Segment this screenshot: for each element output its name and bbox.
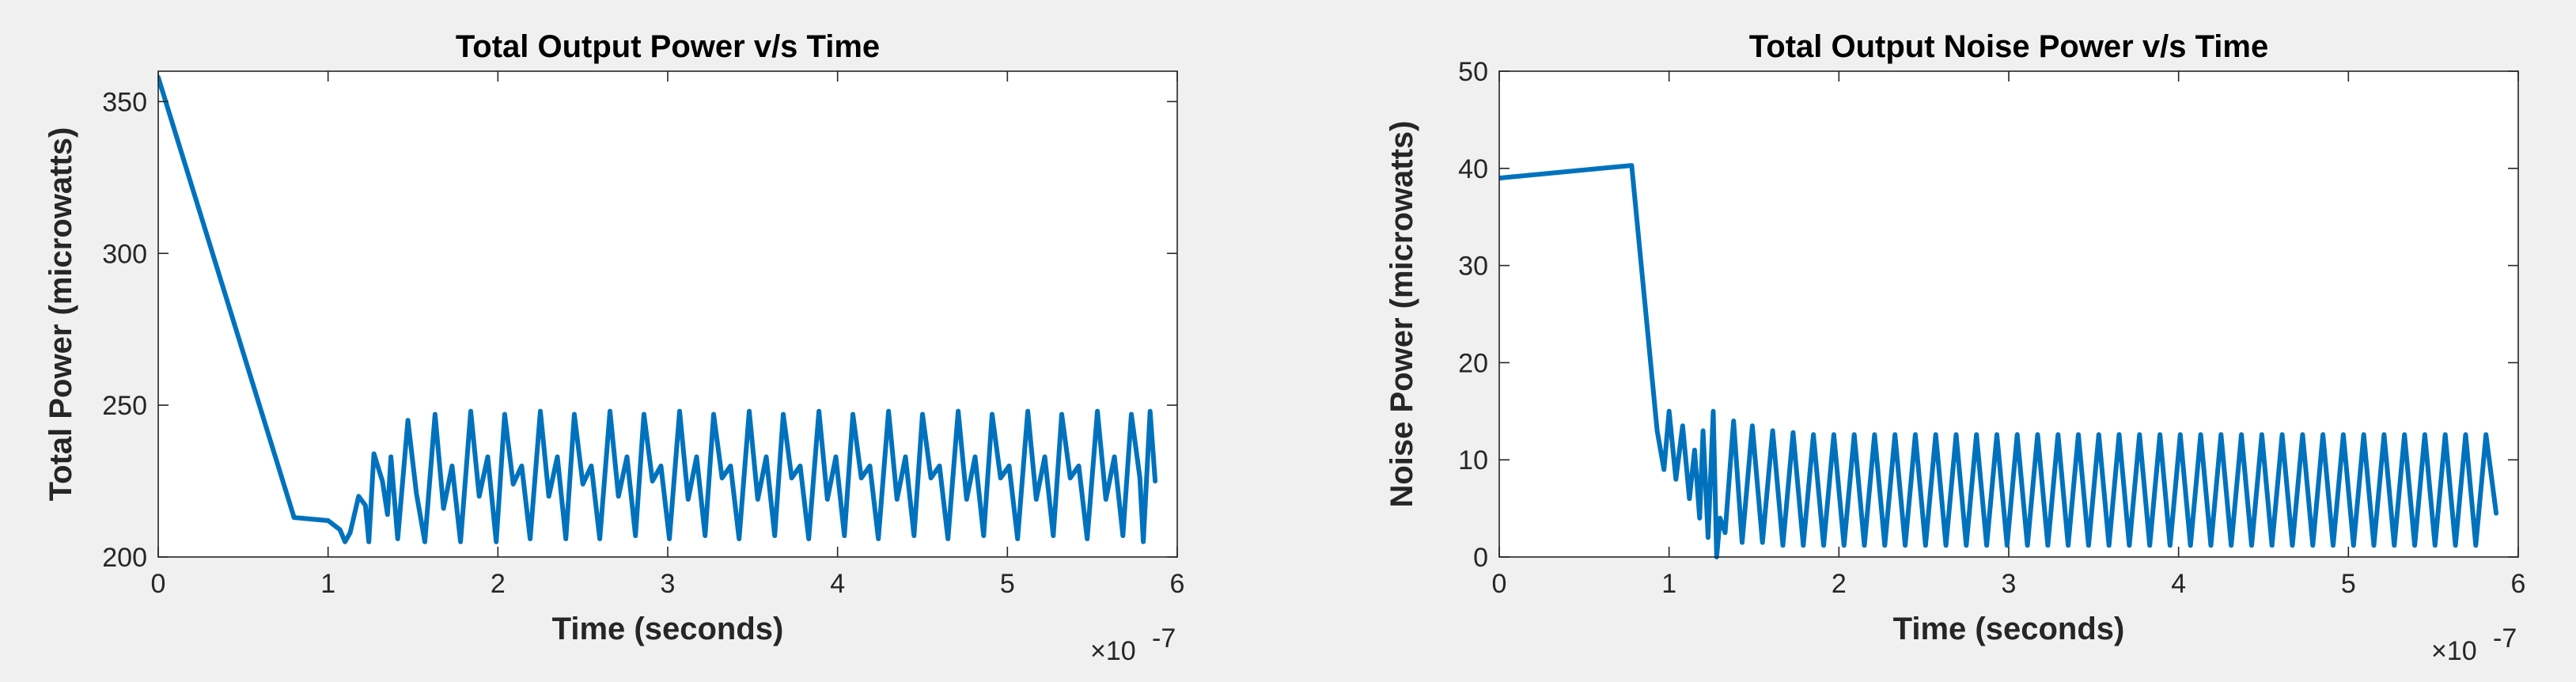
y-tick-label: 0 (1473, 543, 1488, 573)
chart-total-output-noise-power: 0 1 2 3 4 5 6 0 10 20 30 40 50 Total Output Noise Pow… (1385, 29, 2525, 666)
y-tick-label: 20 (1458, 348, 1488, 378)
x-exponent-base: ×10 (1090, 636, 1136, 666)
y-tick-label: 200 (102, 543, 147, 573)
x-tick-label: 1 (1661, 569, 1676, 599)
x-tick-label: 3 (2002, 569, 2017, 599)
y-axis-label: Noise Power (microwatts) (1385, 120, 1419, 507)
x-tick-label: 1 (320, 569, 335, 599)
x-axis-label: Time (seconds) (1893, 612, 2125, 646)
x-exponent-power: -7 (2493, 623, 2517, 654)
y-axis-label: Total Power (microwatts) (44, 127, 78, 502)
plot-area (158, 71, 1177, 557)
x-tick-label: 4 (830, 569, 845, 599)
y-tick-label: 250 (102, 391, 147, 421)
x-tick-label: 0 (151, 569, 166, 599)
x-axis-label: Time (seconds) (552, 612, 784, 646)
x-tick-label: 6 (1170, 569, 1185, 599)
axes-box (157, 70, 1178, 558)
y-tick-label: 300 (102, 239, 147, 269)
x-exponent-power: -7 (1152, 623, 1176, 654)
y-tick-label: 50 (1458, 57, 1488, 87)
y-tick-label: 30 (1458, 252, 1488, 282)
chart-title: Total Output Noise Power v/s Time (1749, 29, 2268, 64)
y-tick-label: 10 (1458, 445, 1488, 476)
y-tick-label: 40 (1458, 154, 1488, 184)
x-tick-label: 5 (2341, 569, 2356, 599)
x-tick-label: 5 (1000, 569, 1015, 599)
x-tick-label: 2 (491, 569, 506, 599)
x-tick-label: 2 (1832, 569, 1847, 599)
series-line-0 (158, 74, 1158, 544)
x-tick-label: 0 (1492, 569, 1507, 599)
chart-total-output-power: 0 1 2 3 4 5 6 200 250 300 350 Total Output Power v/… (44, 29, 1184, 666)
x-tick-label: 4 (2171, 569, 2186, 599)
chart-title: Total Output Power v/s Time (456, 29, 880, 64)
x-tick-label: 3 (661, 569, 676, 599)
series-line-0 (1499, 163, 2499, 559)
x-exponent-base: ×10 (2431, 636, 2477, 666)
y-tick-label: 350 (102, 87, 147, 117)
plot-area (1499, 71, 2518, 557)
x-tick-label: 6 (2511, 569, 2526, 599)
axes-box (1498, 70, 2519, 558)
